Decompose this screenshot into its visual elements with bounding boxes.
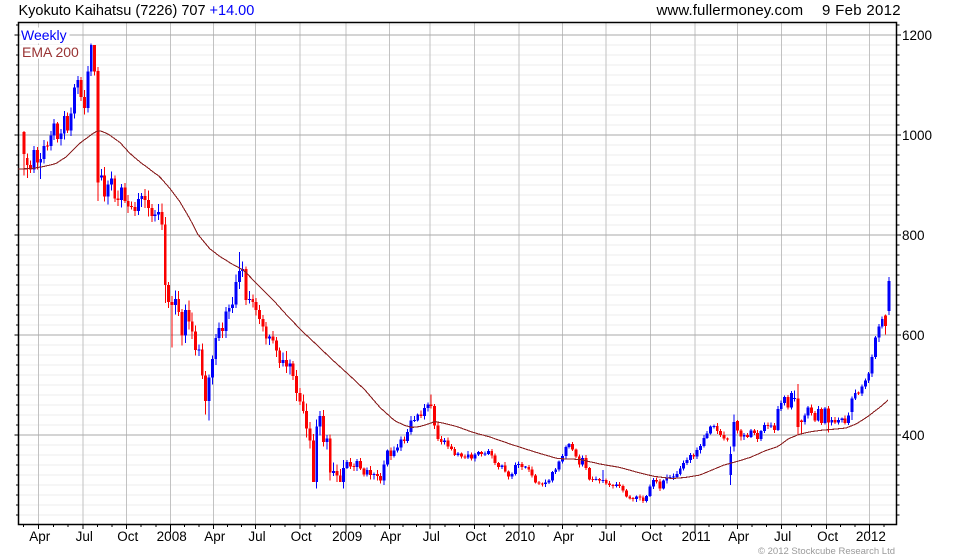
svg-text:Apr: Apr	[29, 529, 51, 544]
svg-text:Jul: Jul	[599, 529, 616, 544]
svg-text:2010: 2010	[505, 529, 535, 544]
svg-text:600: 600	[902, 328, 925, 343]
svg-text:Oct: Oct	[117, 529, 138, 544]
svg-text:Jul: Jul	[248, 529, 265, 544]
svg-text:Weekly: Weekly	[21, 27, 67, 43]
svg-text:www.fullermoney.com: www.fullermoney.com	[656, 2, 804, 19]
svg-text:800: 800	[902, 228, 925, 243]
svg-text:Oct: Oct	[465, 529, 486, 544]
svg-text:2009: 2009	[332, 529, 362, 544]
svg-text:Apr: Apr	[204, 529, 226, 544]
svg-text:Oct: Oct	[817, 529, 838, 544]
svg-text:1200: 1200	[902, 28, 932, 43]
svg-text:2011: 2011	[682, 529, 711, 544]
svg-text:Kyokuto Kaihatsu (7226) 707 +1: Kyokuto Kaihatsu (7226) 707 +14.00	[19, 3, 255, 19]
svg-text:EMA 200: EMA 200	[22, 44, 79, 60]
svg-text:Apr: Apr	[728, 529, 750, 544]
svg-text:Jul: Jul	[76, 529, 93, 544]
svg-text:Jul: Jul	[774, 529, 791, 544]
svg-text:Oct: Oct	[641, 529, 662, 544]
svg-text:2008: 2008	[157, 529, 187, 544]
svg-text:Apr: Apr	[553, 529, 575, 544]
svg-text:2012: 2012	[856, 529, 886, 544]
svg-text:© 2012 Stockcube Research Ltd: © 2012 Stockcube Research Ltd	[758, 546, 895, 557]
svg-text:400: 400	[902, 428, 925, 443]
svg-text:Apr: Apr	[380, 529, 402, 544]
svg-text:Oct: Oct	[291, 529, 312, 544]
svg-text:9 Feb 2012: 9 Feb 2012	[822, 2, 901, 19]
svg-text:Jul: Jul	[423, 529, 440, 544]
svg-text:1000: 1000	[902, 128, 932, 143]
